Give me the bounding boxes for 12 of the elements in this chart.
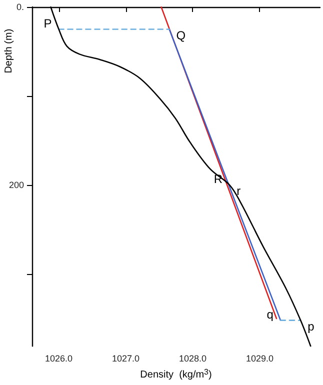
y-tick-label: 0.	[16, 2, 24, 12]
x-tick-label: 1028.0	[178, 354, 207, 364]
x-tick-label: 1029.0	[246, 354, 274, 364]
x-tick-label: 1026.0	[45, 354, 73, 364]
annotation: P	[44, 16, 52, 30]
annotation: p	[308, 319, 315, 334]
x-tick-label: 1027.0	[112, 354, 140, 364]
annotation: Q	[176, 28, 186, 42]
annotation: q	[266, 307, 274, 322]
annotation: r	[236, 184, 241, 198]
y-tick-label: 200	[8, 180, 24, 190]
y-axis-title: Depth (m)	[4, 28, 14, 74]
